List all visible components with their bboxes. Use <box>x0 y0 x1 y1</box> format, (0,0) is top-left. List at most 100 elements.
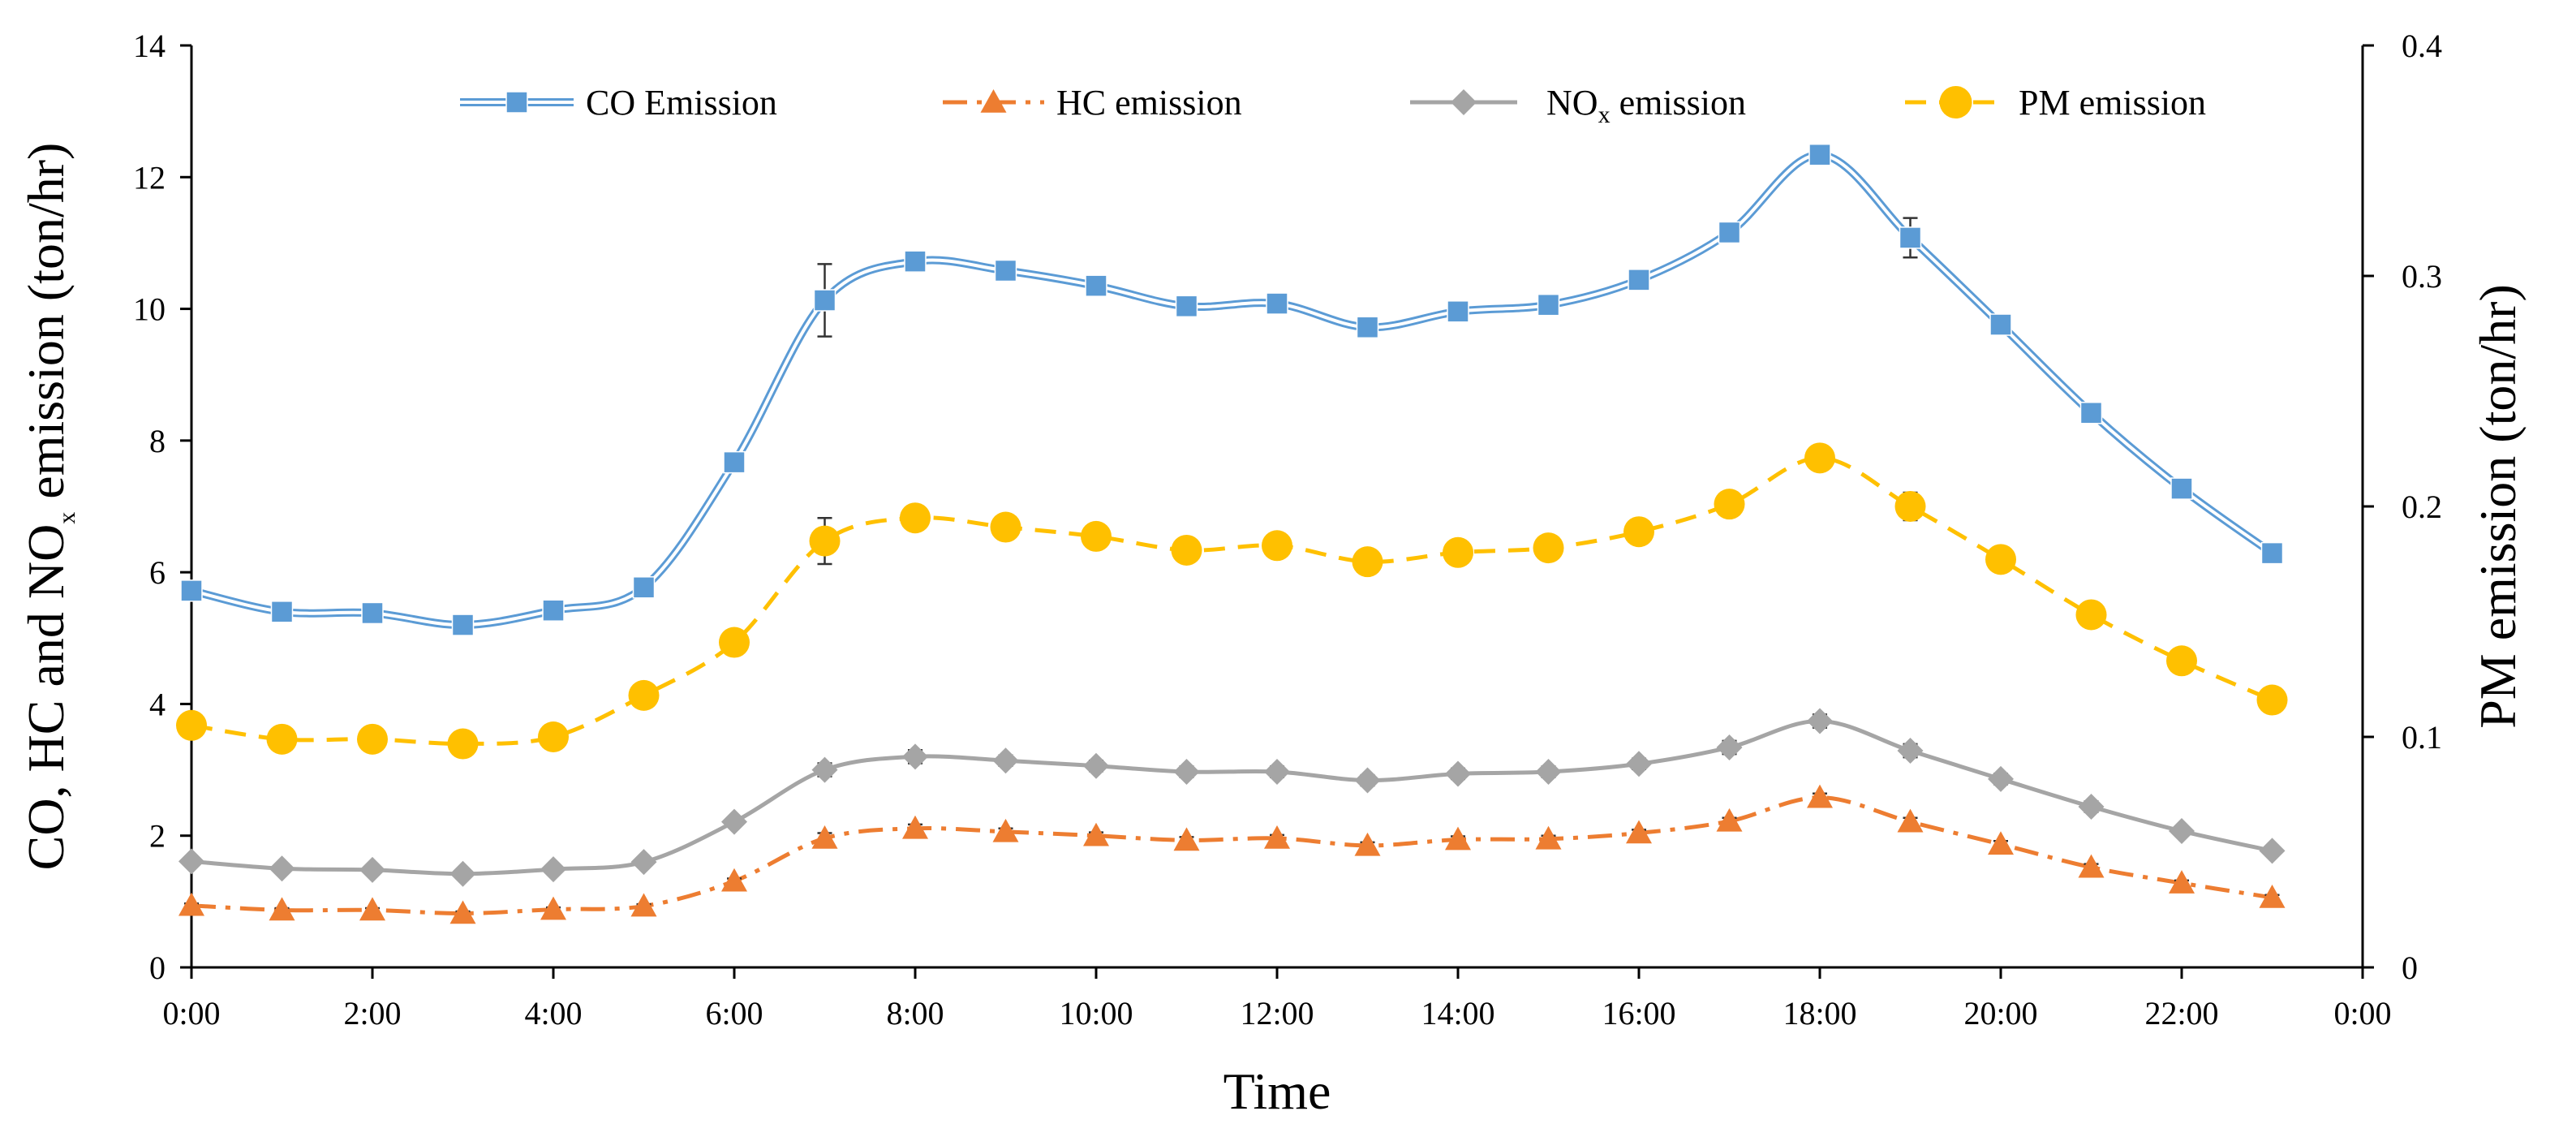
y-axis-title: CO, HC and NOx emission (ton/hr) <box>17 143 80 871</box>
pm-point <box>1533 532 1564 564</box>
hc-point <box>2259 884 2286 908</box>
co-point <box>632 576 656 599</box>
x-tick-label: 12:00 <box>1240 995 1314 1031</box>
hc-point <box>1897 808 1924 833</box>
pm-point <box>719 627 750 658</box>
hc-point <box>2169 870 2195 894</box>
legend-label-pm: PM emission <box>2019 83 2206 123</box>
hc-point <box>540 896 566 920</box>
pm-point <box>538 721 569 752</box>
nox-point <box>1535 759 1562 786</box>
y-tick-label: 2 <box>149 818 166 855</box>
y-axis-title-subscript: x <box>54 512 80 524</box>
y-tick-label: 10 <box>133 291 166 328</box>
y-tick-label: 6 <box>149 554 166 591</box>
y-tick-label: 14 <box>133 28 166 64</box>
co-point <box>1266 292 1288 315</box>
legend-label-subscript: x <box>1598 101 1611 128</box>
pm-point <box>176 709 207 741</box>
hc-point <box>269 897 295 921</box>
nox-point <box>1807 708 1833 734</box>
y-tick-label: 8 <box>149 423 166 459</box>
hc-point <box>811 825 838 849</box>
pm-point <box>1714 489 1745 520</box>
nox-point <box>992 747 1019 774</box>
nox-point <box>1988 765 2014 792</box>
nox-point <box>1445 760 1471 787</box>
pm-point <box>1262 530 1292 562</box>
legend: CO Emission HC emission NOx emission PM emi… <box>460 83 2206 128</box>
hc-point <box>449 900 476 924</box>
co-point <box>1175 295 1198 318</box>
axis-titles: Time CO, HC and NOx emission (ton/hr) PM e… <box>17 143 2527 1120</box>
y-tick-label: 12 <box>133 159 166 196</box>
pm-point <box>266 723 298 755</box>
legend-marker-co <box>505 91 528 114</box>
pm-point <box>900 502 931 534</box>
hc-point <box>1083 822 1109 846</box>
hc-point <box>1626 820 1652 844</box>
nox-point <box>269 855 295 882</box>
co-point <box>1356 316 1379 339</box>
co-point <box>2170 477 2193 500</box>
legend-label-part: emission <box>1611 83 1746 123</box>
legend-label-hc: HC emission <box>1056 83 1242 123</box>
x-tick-label: 14:00 <box>1421 995 1494 1031</box>
nox-point <box>178 848 204 875</box>
x-tick-label: 18:00 <box>1783 995 1856 1031</box>
y2-tick-label: 0.3 <box>2402 258 2442 295</box>
x-axis-title: Time <box>1223 1062 1331 1120</box>
pm-point <box>2166 645 2197 677</box>
y-axis-title-part: CO, HC and NO <box>17 524 75 871</box>
nox-point <box>359 856 385 883</box>
co-point <box>451 614 475 636</box>
nox-point <box>1173 759 1200 786</box>
hc-series <box>178 784 2286 924</box>
legend-label-co: CO Emission <box>586 83 777 123</box>
nox-point <box>811 756 838 783</box>
x-tick-label: 2:00 <box>343 995 401 1031</box>
co-point <box>994 259 1017 282</box>
pm-point <box>809 525 841 557</box>
co-point <box>1085 274 1107 297</box>
x-tick-label: 8:00 <box>886 995 944 1031</box>
nox-point <box>1716 734 1743 760</box>
hc-point <box>1716 808 1743 832</box>
hc-line <box>191 795 2273 915</box>
co-point <box>1628 269 1650 291</box>
x-tick-label: 6:00 <box>705 995 763 1031</box>
y-tick-label: 0 <box>149 950 166 986</box>
y-tick-label: 4 <box>149 686 166 722</box>
nox-point <box>1626 751 1652 777</box>
pm-point <box>2075 599 2107 631</box>
pm-point <box>357 723 388 755</box>
nox-point <box>540 856 566 883</box>
co-point <box>723 450 746 474</box>
ticks-group: 0:00 2:00 4:00 6:00 8:00 10:00 12:00 14:00 16:00… <box>133 28 2442 1031</box>
co-series <box>180 143 2284 636</box>
x-tick-label: 20:00 <box>1963 995 2037 1031</box>
pm-point <box>1081 520 1112 552</box>
pm-point <box>1443 536 1473 568</box>
pm-point <box>1352 546 1383 578</box>
nox-point <box>1083 752 1109 779</box>
co-point <box>180 579 203 602</box>
series-group <box>176 143 2288 924</box>
co-point <box>270 601 294 623</box>
pm-point <box>2256 684 2288 716</box>
hc-point <box>1988 831 2014 855</box>
co-point <box>542 599 565 622</box>
co-point <box>813 289 836 312</box>
legend-item-nox: NOx emission <box>1410 83 1746 128</box>
hc-point <box>359 897 385 921</box>
legend-item-co: CO Emission <box>460 83 777 123</box>
x-tick-label: 0:00 <box>162 995 220 1031</box>
co-point <box>2260 541 2284 565</box>
pm-point <box>628 679 660 711</box>
pm-line <box>191 455 2273 747</box>
nox-point <box>1897 738 1924 764</box>
hc-point <box>1445 826 1471 851</box>
